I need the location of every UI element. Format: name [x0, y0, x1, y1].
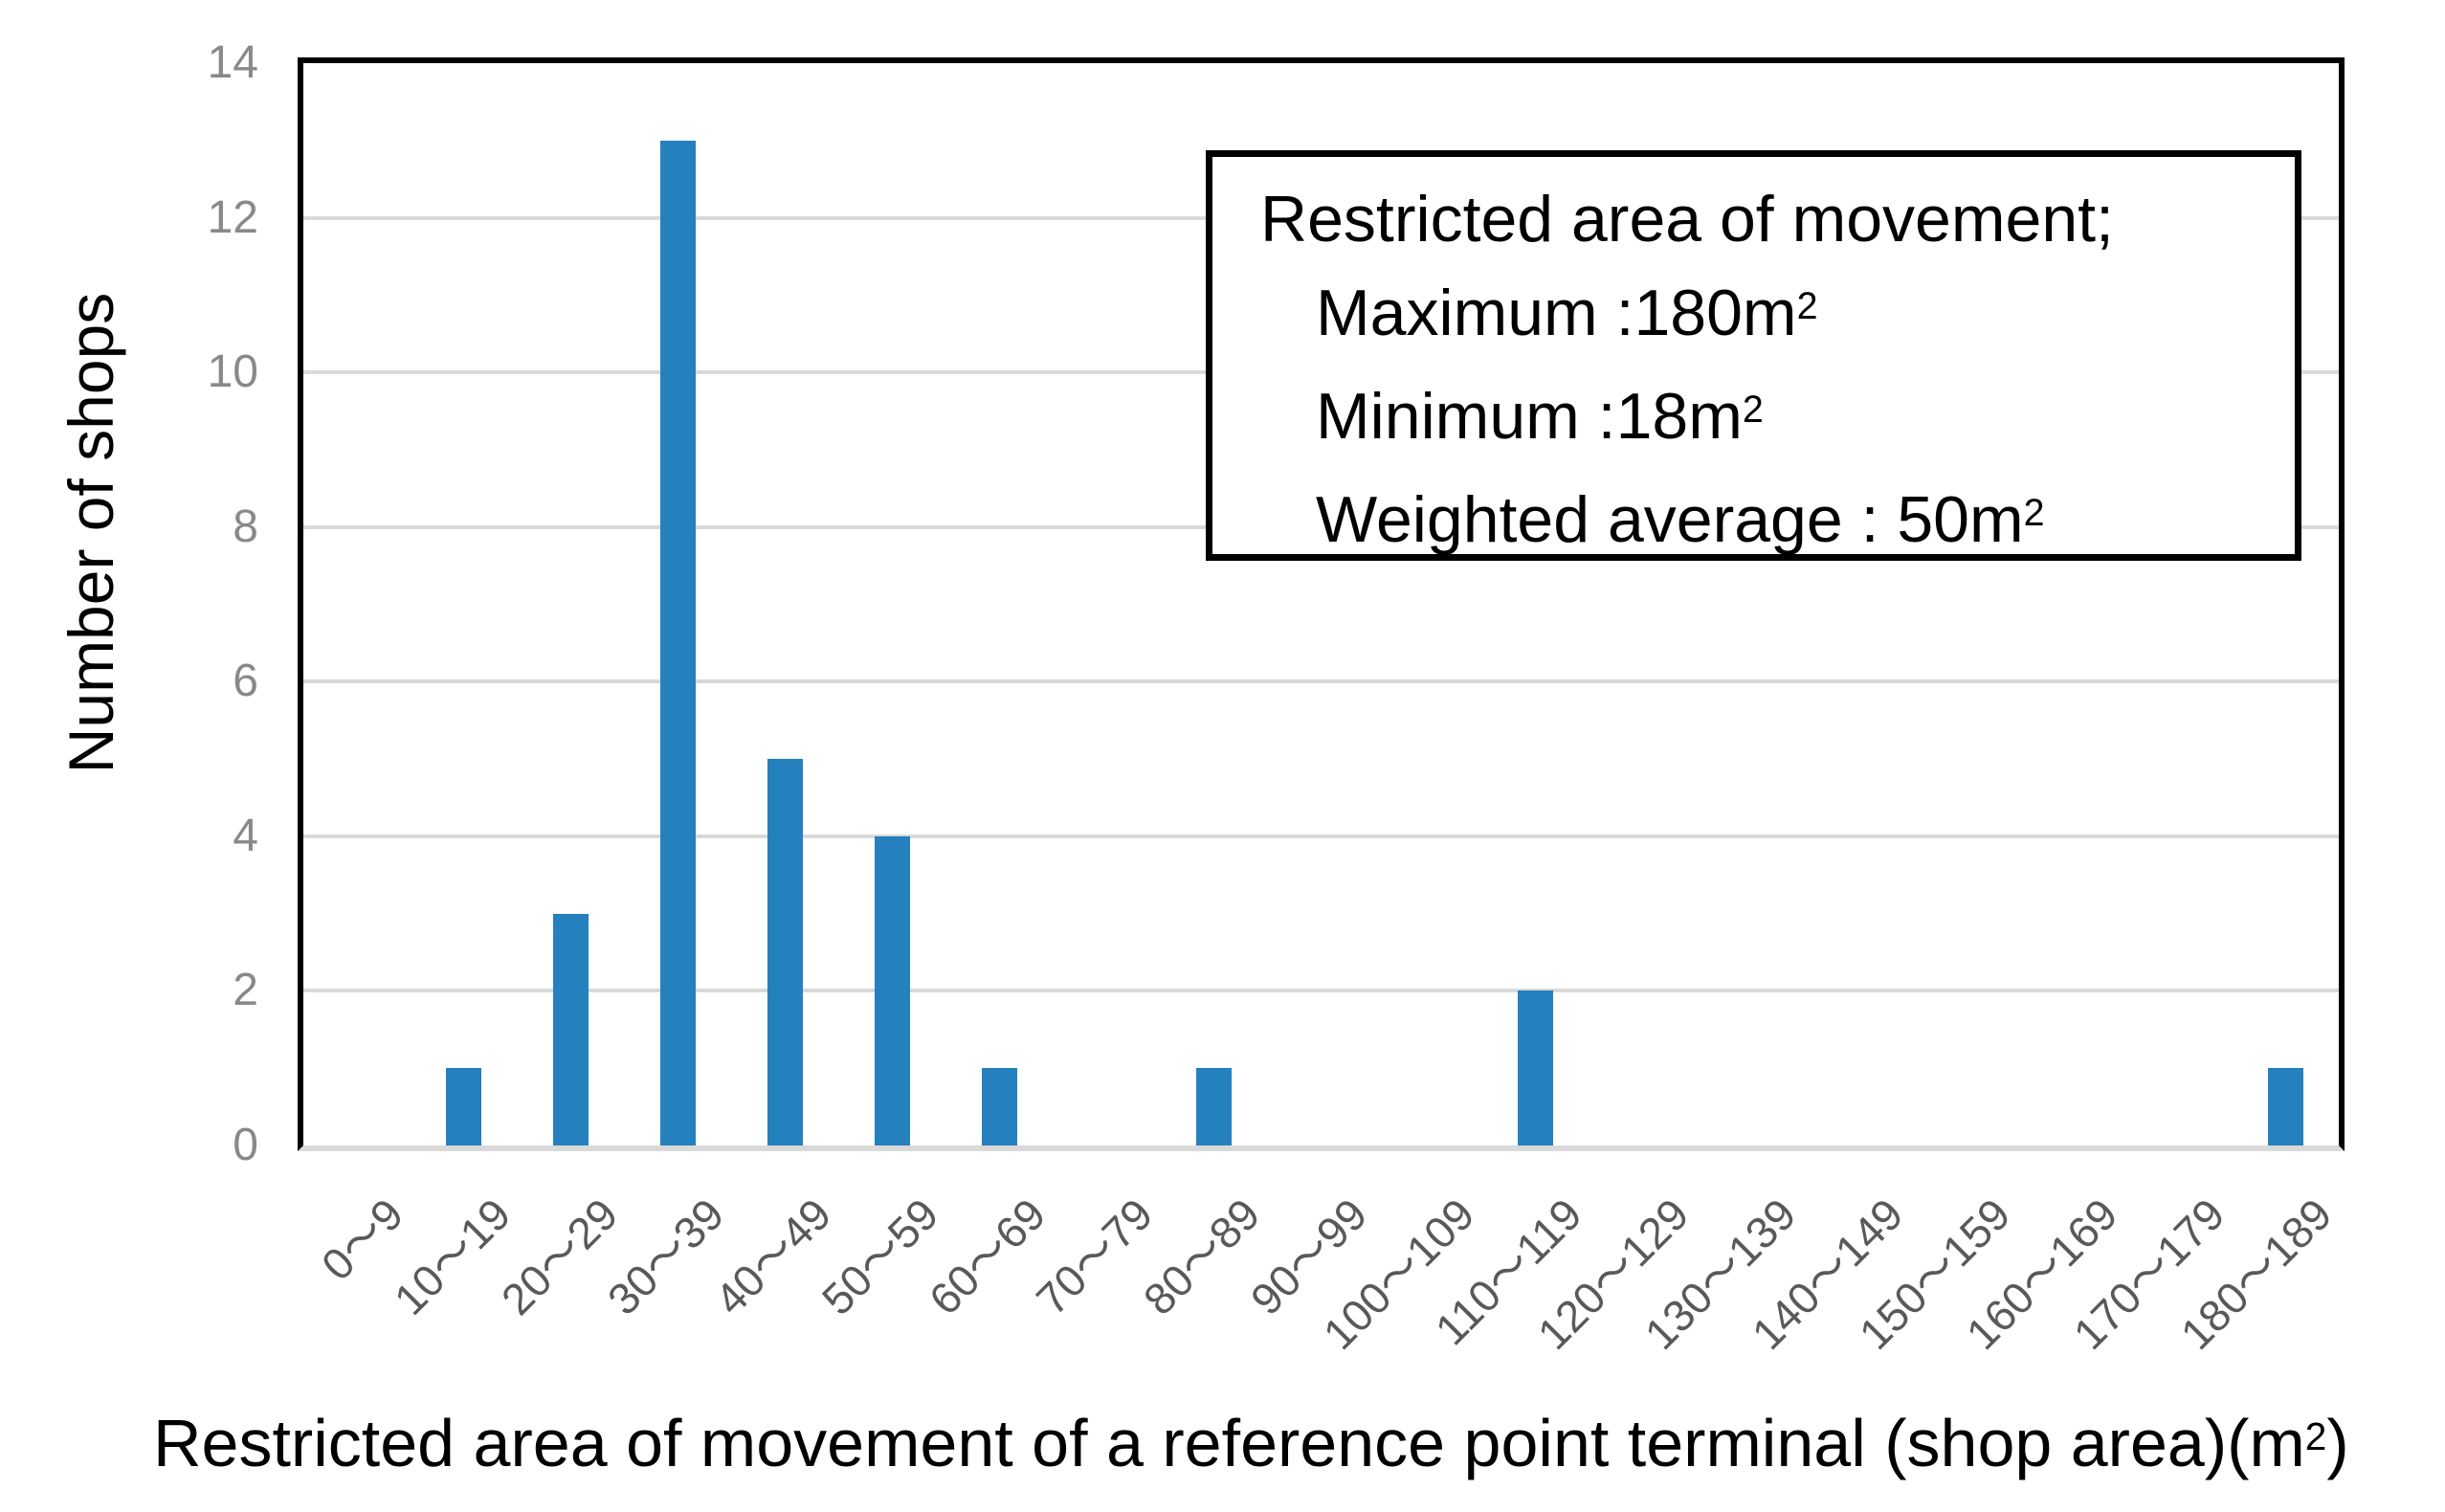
x-axis-title: Restricted area of movement of a referen… — [153, 1406, 2349, 1480]
x-tick-label-80～89: 80～89 — [1133, 1189, 1270, 1324]
gridline-y2 — [303, 989, 2339, 993]
y-tick-label-0: 0 — [233, 1120, 258, 1170]
y-tick-label-4: 4 — [233, 810, 258, 861]
bar-30～39 — [660, 141, 697, 1145]
bar-60～69 — [982, 1068, 1018, 1145]
plot-area — [298, 57, 2345, 1151]
annotation-box: Restricted area of movement; Maximum :18… — [1206, 150, 2301, 561]
x-tick-label-60～69: 60～69 — [920, 1189, 1056, 1324]
x-tick-label-50～59: 50～59 — [812, 1189, 948, 1324]
y-tick-label-12: 12 — [207, 191, 258, 243]
x-tick-label-40～49: 40～49 — [705, 1189, 841, 1324]
annotation-line: Minimum :18m2 — [1316, 380, 1764, 453]
bar-20～29 — [553, 914, 589, 1145]
bar-50～59 — [875, 836, 911, 1145]
y-tick-label-10: 10 — [207, 346, 258, 398]
x-tick-label-10～19: 10～19 — [384, 1189, 520, 1324]
bar-10～19 — [446, 1068, 482, 1145]
y-tick-label-8: 8 — [233, 500, 258, 552]
gridline-y6 — [303, 679, 2339, 684]
annotation-line: Restricted area of movement; — [1260, 183, 2114, 256]
y-tick-label-6: 6 — [233, 656, 258, 707]
bar-110～119 — [1517, 990, 1553, 1145]
gridline-y4 — [303, 834, 2339, 838]
y-axis-title: Number of shops — [56, 292, 126, 774]
y-tick-label-14: 14 — [207, 37, 258, 88]
y-tick-label-2: 2 — [233, 965, 258, 1016]
x-tick-label-70～79: 70～79 — [1027, 1189, 1163, 1324]
bar-40～49 — [767, 759, 804, 1145]
x-tick-label-20～29: 20～29 — [491, 1189, 627, 1324]
x-tick-label-0～9: 0～9 — [311, 1189, 413, 1290]
bar-80～89 — [1196, 1068, 1233, 1145]
annotation-line: Weighted average : 50m2 — [1316, 483, 2045, 556]
x-tick-label-30～39: 30～39 — [598, 1189, 734, 1324]
bar-180～189 — [2267, 1068, 2303, 1145]
annotation-line: Maximum :180m2 — [1316, 277, 1818, 349]
